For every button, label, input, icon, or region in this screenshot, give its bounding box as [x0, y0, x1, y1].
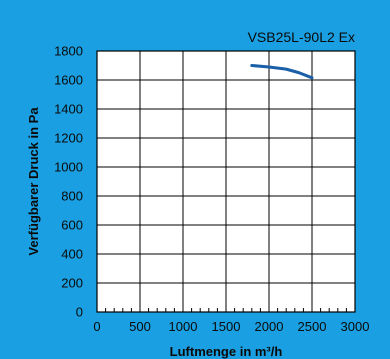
y-tick-label: 1400 [54, 102, 83, 117]
y-tick-label: 1000 [54, 160, 83, 175]
y-tick-label: 0 [76, 305, 83, 320]
y-tick-label: 200 [61, 276, 83, 291]
y-tick-label: 400 [61, 247, 83, 262]
y-tick-label: 800 [61, 189, 83, 204]
x-tick-label: 2000 [255, 319, 284, 334]
x-minor-ticks [105, 308, 347, 312]
plot-border [96, 50, 356, 313]
x-tick-label: 500 [129, 319, 151, 334]
y-tick-label: 1200 [54, 131, 83, 146]
chart-title: VSB25L-90L2 Ex [248, 29, 355, 45]
x-tick-label: 3000 [341, 319, 370, 334]
series-line [250, 64, 314, 80]
series-layer [250, 64, 314, 80]
x-tick-label: 1500 [212, 319, 241, 334]
x-tick-label: 1000 [169, 319, 198, 334]
x-axis-label: Luftmenge in m³/h [170, 344, 283, 359]
x-tick-label: 0 [93, 319, 100, 334]
grid [96, 50, 356, 313]
y-tick-labels: 0 200 400 600 800 1000 1200 1400 1600 1800 [54, 44, 83, 320]
y-tick-label: 1600 [54, 73, 83, 88]
x-tick-label: 2500 [298, 319, 327, 334]
y-axis-label: Verfügbarer Druck in Pa [26, 107, 41, 256]
x-tick-labels: 0 500 1000 1500 2000 2500 3000 [93, 319, 369, 334]
y-tick-label: 1800 [54, 44, 83, 59]
y-tick-label: 600 [61, 218, 83, 233]
